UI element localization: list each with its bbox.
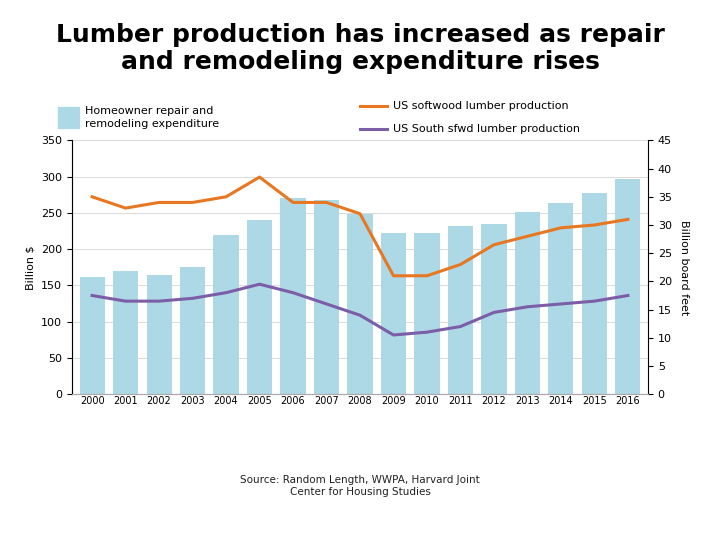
Bar — [515, 212, 540, 394]
Y-axis label: Billion $: Billion $ — [26, 245, 35, 289]
Bar — [448, 226, 473, 394]
Bar — [180, 267, 205, 394]
Bar — [58, 107, 78, 127]
Bar — [381, 233, 406, 394]
Bar — [348, 214, 372, 394]
Text: Lumber production has increased as repair
and remodeling expenditure rises: Lumber production has increased as repai… — [55, 23, 665, 75]
Bar — [549, 202, 574, 394]
Text: US South sfwd lumber production: US South sfwd lumber production — [393, 124, 580, 134]
Bar — [415, 233, 439, 394]
Bar — [146, 274, 171, 394]
Bar — [314, 200, 339, 394]
Text: Homeowner repair and
remodeling expenditure: Homeowner repair and remodeling expendit… — [85, 106, 219, 129]
Bar — [582, 193, 607, 394]
Bar — [281, 198, 305, 394]
Bar — [214, 235, 238, 394]
Y-axis label: Billion board feet: Billion board feet — [678, 220, 688, 315]
Text: Source: Random Length, WWPA, Harvard Joint
Center for Housing Studies: Source: Random Length, WWPA, Harvard Joi… — [240, 475, 480, 497]
Bar — [482, 224, 506, 394]
Text: US softwood lumber production: US softwood lumber production — [393, 101, 569, 111]
Bar — [79, 276, 104, 394]
Bar — [616, 179, 641, 394]
Bar — [113, 271, 138, 394]
Bar — [247, 220, 272, 394]
